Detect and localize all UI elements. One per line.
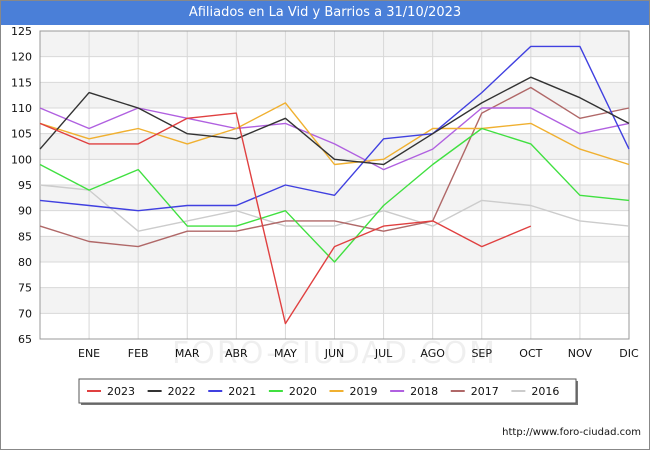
legend-label-2023: 2023 <box>107 385 135 398</box>
series-line-2020 <box>39 127 630 263</box>
x-tick-label: MAY <box>274 347 297 360</box>
watermark: FORO-CIUDAD.COM <box>172 336 497 371</box>
source-url[interactable]: http://www.foro-ciudad.com <box>502 427 641 438</box>
y-tick-label: 70 <box>18 307 32 320</box>
x-tick-label: OCT <box>519 347 542 360</box>
series-line-2016 <box>39 184 630 232</box>
y-tick-label: 90 <box>18 205 32 218</box>
y-tick-label: 80 <box>18 256 32 269</box>
legend-label-2020: 2020 <box>289 385 317 398</box>
series-line-2021 <box>39 45 630 212</box>
y-tick-label: 95 <box>18 179 32 192</box>
x-tick-label: FEB <box>128 347 149 360</box>
y-tick-label: 125 <box>11 25 32 38</box>
y-tick-label: 65 <box>18 333 32 346</box>
y-tick-label: 105 <box>11 128 32 141</box>
y-tick-label: 120 <box>11 51 32 64</box>
x-tick-label: MAR <box>175 347 200 360</box>
series-line-2022 <box>39 76 630 166</box>
y-tick-label: 100 <box>11 153 32 166</box>
y-tick-label: 110 <box>11 102 32 115</box>
x-tick-label: DIC <box>619 347 639 360</box>
y-tick-label: 75 <box>18 282 32 295</box>
legend-label-2017: 2017 <box>471 385 499 398</box>
legend-label-2018: 2018 <box>410 385 438 398</box>
y-tick-label: 115 <box>11 76 32 89</box>
legend-label-2021: 2021 <box>228 385 256 398</box>
series-line-2019 <box>39 102 630 166</box>
y-tick-label: 85 <box>18 230 32 243</box>
x-tick-label: JUL <box>374 347 393 360</box>
x-tick-label: SEP <box>471 347 492 360</box>
legend-box <box>78 378 577 404</box>
x-tick-label: JUN <box>324 347 345 360</box>
x-tick-label: ENE <box>78 347 100 360</box>
legend-label-2022: 2022 <box>168 385 196 398</box>
legend-label-2016: 2016 <box>531 385 559 398</box>
series-line-2023 <box>39 112 532 325</box>
x-tick-label: AGO <box>420 347 445 360</box>
series-line-2017 <box>39 86 630 248</box>
chart-title: Afiliados en La Vid y Barrios a 31/10/20… <box>1 1 649 25</box>
legend-label-2019: 2019 <box>350 385 378 398</box>
x-tick-label: NOV <box>568 347 593 360</box>
x-tick-label: ABR <box>225 347 248 360</box>
